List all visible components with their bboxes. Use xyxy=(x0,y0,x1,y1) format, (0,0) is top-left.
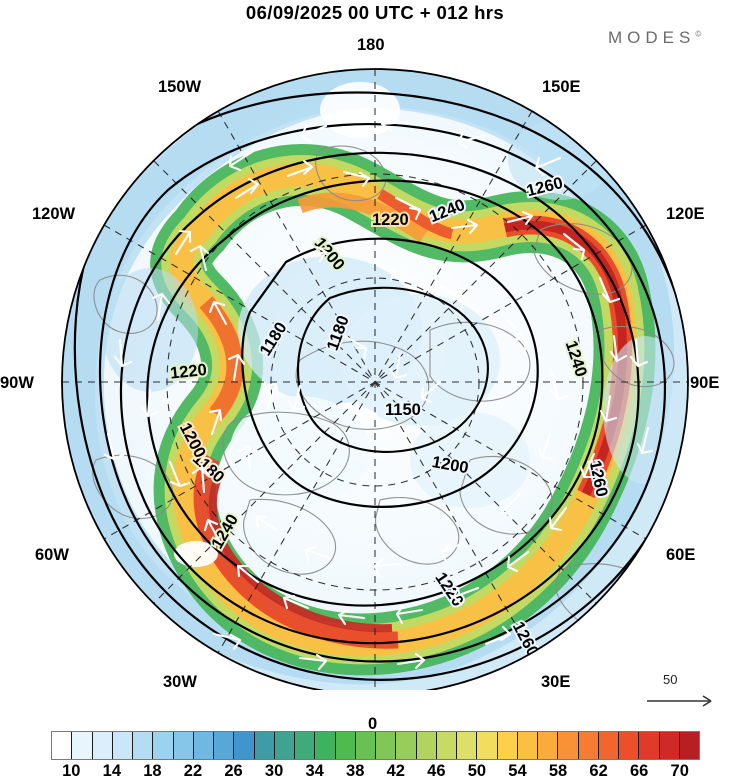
svg-text:1150: 1150 xyxy=(385,401,421,419)
lon-label-120E: 120E xyxy=(666,205,705,223)
colorbar-tick-label: 18 xyxy=(143,762,162,780)
lon-label-60E: 60E xyxy=(666,546,696,564)
colorbar-cell xyxy=(193,732,214,759)
colorbar-tick-label: 10 xyxy=(62,762,81,780)
lon-label-90W: 90W xyxy=(0,374,34,392)
colorbar-tick-label: 58 xyxy=(548,762,568,780)
colorbar-cell xyxy=(396,732,417,759)
lon-label-150E: 150E xyxy=(542,78,581,96)
colorbar-cell xyxy=(72,732,93,759)
colorbar-cell xyxy=(679,732,699,759)
lon-label-60W: 60W xyxy=(35,546,69,564)
polar-map-svg: 1150 1180 1180 1180 1200 1200 1200 1220 … xyxy=(61,68,689,690)
colorbar-cell xyxy=(315,732,336,759)
colorbar-cell xyxy=(234,732,255,759)
map-content: 1150 1180 1180 1180 1200 1200 1200 1220 … xyxy=(62,69,688,690)
colorbar-cell xyxy=(416,732,437,759)
colorbar-cell xyxy=(274,732,295,759)
page-title: 06/09/2025 00 UTC + 012 hrs xyxy=(245,2,505,23)
copyright-icon: © xyxy=(695,29,702,39)
colorbar-cell xyxy=(335,732,356,759)
lon-label-0: 0 xyxy=(368,715,378,733)
colorbar-tick-label: 14 xyxy=(102,762,122,780)
vector-scale-arrow-icon xyxy=(647,695,712,707)
colorbar-cell xyxy=(153,732,174,759)
modes-logo-text: MODES xyxy=(608,28,696,47)
lon-label-180: 180 xyxy=(357,36,385,54)
globe-outline xyxy=(61,68,689,690)
svg-text:1220: 1220 xyxy=(169,361,207,383)
colorbar-swatches xyxy=(51,731,700,760)
colorbar-cell xyxy=(112,732,133,759)
vector-scale: 50 xyxy=(645,672,740,714)
colorbar-cell xyxy=(254,732,275,759)
colorbar-cell xyxy=(477,732,498,759)
colorbar-cell xyxy=(558,732,579,759)
colorbar-cell xyxy=(92,732,113,759)
colorbar: 10 14 18 22 26 30 34 38 42 46 50 54 58 62 66 70 xyxy=(0,726,750,782)
colorbar-cell xyxy=(355,732,376,759)
colorbar-cell xyxy=(173,732,194,759)
wind-vectors xyxy=(103,114,654,671)
colorbar-cell xyxy=(497,732,518,759)
lon-label-150W: 150W xyxy=(158,78,202,96)
colorbar-tick-label: 62 xyxy=(589,762,608,780)
colorbar-cell xyxy=(517,732,538,759)
lon-label-90E: 90E xyxy=(690,374,720,392)
colorbar-tick-label: 70 xyxy=(670,762,689,780)
colorbar-tick-label: 42 xyxy=(386,762,405,780)
lon-label-30E: 30E xyxy=(541,673,571,691)
colorbar-cell xyxy=(52,732,73,759)
colorbar-cell xyxy=(436,732,457,759)
colorbar-tick-label: 26 xyxy=(224,762,243,780)
colorbar-cell xyxy=(133,732,154,759)
colorbar-cell xyxy=(598,732,619,759)
lon-label-30W: 30W xyxy=(163,673,197,691)
lon-label-120W: 120W xyxy=(32,205,76,223)
colorbar-cell xyxy=(214,732,235,759)
colorbar-cell xyxy=(659,732,680,759)
svg-text:1220: 1220 xyxy=(372,211,409,229)
colorbar-cell xyxy=(619,732,640,759)
height-contours xyxy=(73,91,688,681)
colorbar-cell xyxy=(295,732,316,759)
colorbar-cell xyxy=(457,732,478,759)
modes-logo: MODES© xyxy=(608,28,701,48)
colorbar-tick-label: 54 xyxy=(508,762,527,780)
colorbar-cell xyxy=(376,732,397,759)
vector-scale-label: 50 xyxy=(663,672,678,687)
polar-map: 1150 1180 1180 1180 1200 1200 1200 1220 … xyxy=(0,30,750,733)
colorbar-cell xyxy=(538,732,559,759)
colorbar-tick-label: 66 xyxy=(629,762,649,780)
colorbar-cell xyxy=(639,732,660,759)
colorbar-tick-label: 46 xyxy=(427,762,446,780)
colorbar-tick-label: 22 xyxy=(183,762,203,780)
colorbar-tick-label: 50 xyxy=(467,762,487,780)
colorbar-tick-label: 34 xyxy=(305,762,324,780)
colorbar-tick-label: 38 xyxy=(346,762,365,780)
colorbar-cell xyxy=(578,732,599,759)
graticule xyxy=(62,69,688,690)
colorbar-tick-label: 30 xyxy=(264,762,284,780)
